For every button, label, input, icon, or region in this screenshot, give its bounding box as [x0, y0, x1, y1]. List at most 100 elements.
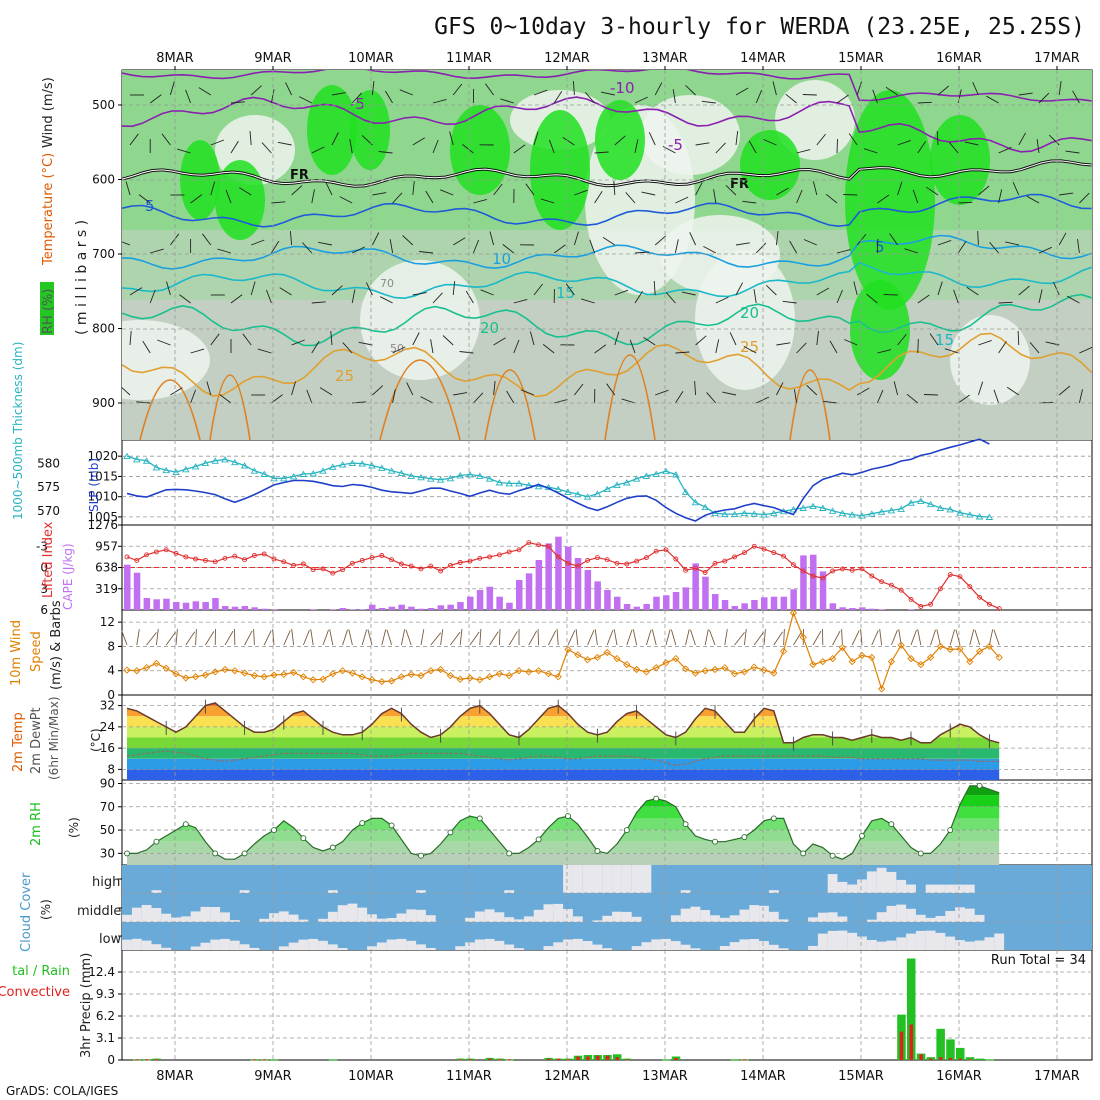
cloud-middle-cell	[514, 919, 524, 922]
rh-band	[127, 853, 1000, 865]
wind-barb	[645, 629, 652, 646]
wind-barb	[897, 181, 903, 196]
precip-conv-bar	[919, 1054, 923, 1060]
cloud-low-cell	[553, 942, 564, 950]
cape-bar	[839, 607, 846, 610]
wind-barb	[331, 92, 346, 96]
precip-total-bar	[662, 1059, 671, 1061]
wind-barb	[782, 300, 797, 304]
wind-speed-marker	[897, 641, 905, 649]
thickness-marker	[348, 459, 357, 467]
wind-barb	[735, 282, 743, 296]
wind-barb	[1018, 285, 1030, 296]
thickness-marker	[691, 498, 700, 506]
li-marker	[193, 556, 199, 562]
wind-barb	[311, 189, 315, 204]
li-marker	[310, 567, 316, 573]
wind-barb	[271, 201, 286, 204]
footer-credit: GrADS: COLA/IGES	[6, 1084, 118, 1098]
tick-label: 70	[100, 800, 115, 814]
thickness-marker	[368, 462, 376, 469]
li-line	[126, 542, 1000, 610]
wind-barb	[675, 391, 684, 404]
precip-conv-bar	[595, 1055, 600, 1060]
li-marker	[722, 558, 728, 564]
wind-barb	[877, 349, 892, 354]
wind-barb	[614, 289, 629, 296]
cloud-middle-cell	[670, 915, 681, 922]
li-marker	[438, 568, 444, 574]
cloud-low-cell	[592, 944, 603, 950]
wind-speed-marker	[338, 667, 347, 675]
cape-bar	[506, 602, 513, 610]
isotherm-line	[122, 234, 1092, 270]
wind-barb	[479, 628, 482, 646]
li-marker	[614, 560, 620, 566]
thickness-marker	[319, 467, 327, 474]
cape-bar	[222, 606, 229, 610]
wind-barb	[1038, 246, 1052, 254]
thickness-marker	[858, 512, 866, 519]
wind-barb	[432, 139, 439, 154]
cloud-middle-cell	[935, 916, 946, 922]
isotherm-line	[122, 70, 1092, 102]
wind-barb	[572, 80, 575, 96]
wind-barb	[836, 94, 849, 104]
cloud-middle-cell	[974, 914, 985, 922]
cape-bar	[173, 602, 180, 610]
precip-conv-bar	[586, 1056, 590, 1060]
cloud-middle-cell	[131, 907, 142, 922]
wind-barb	[776, 382, 784, 396]
slp-tick-label: 1010	[87, 490, 118, 504]
cloud-high-cell	[876, 867, 887, 893]
cape-bar	[231, 606, 239, 610]
date-label: 13MAR	[642, 1069, 688, 1084]
w10-label-c: (m/s) & Barbs	[49, 600, 64, 690]
date-label: 17MAR	[1034, 51, 1080, 66]
cape-bar	[192, 601, 200, 610]
wind-barb	[585, 92, 595, 104]
rh-contour-label: 50	[390, 342, 404, 355]
precip-conv-bar	[546, 1058, 551, 1060]
wind-barb	[949, 629, 956, 646]
li-marker	[849, 567, 855, 573]
cloud-middle-cell	[827, 912, 838, 922]
wind-barb	[936, 130, 939, 146]
cloud-low-cell	[308, 938, 319, 950]
rh-marker	[388, 822, 395, 829]
tick-label: 900	[92, 396, 115, 410]
cloud-low-cell	[494, 940, 505, 950]
top-date-labels: 8MAR 9MAR 10MAR 11MAR 12MAR 13MAR 14MAR 15MAR 16…	[156, 51, 1080, 70]
li-marker	[898, 587, 904, 593]
cape-bar	[584, 570, 592, 610]
cape-bar	[751, 600, 758, 610]
wind-barb	[735, 87, 749, 96]
cape-tick-label: 319	[95, 582, 118, 596]
wind-barb	[793, 631, 803, 646]
date-label: 17MAR	[1034, 1069, 1080, 1084]
thickness-marker	[397, 469, 406, 477]
wind-barb	[250, 281, 256, 296]
cloud-high-cell	[837, 881, 848, 893]
cape-bar	[329, 609, 337, 610]
li-marker	[379, 553, 385, 558]
wind-barb	[806, 384, 818, 396]
wind-speed-marker	[721, 664, 729, 672]
lifted-index-cape-panel: -3 0 3 6 319 638 957 1276	[36, 518, 1092, 617]
wind-barb	[554, 398, 568, 404]
wind-speed-marker	[211, 668, 219, 676]
wind-barb	[1017, 330, 1020, 346]
rh-band	[127, 785, 1000, 796]
wind-speed-marker	[485, 673, 494, 681]
wind-barb	[322, 629, 329, 646]
li-marker	[506, 549, 512, 555]
wind-barb	[977, 381, 984, 396]
wind-speed-marker	[868, 653, 876, 662]
date-label: 9MAR	[254, 1069, 291, 1084]
upper-rh-label: RH (%)	[41, 289, 56, 334]
wind-barb	[277, 141, 292, 146]
cape-bar	[457, 602, 464, 610]
thickness-marker	[642, 472, 651, 479]
wind-barb	[138, 194, 151, 204]
warm-isotherm	[379, 359, 461, 440]
